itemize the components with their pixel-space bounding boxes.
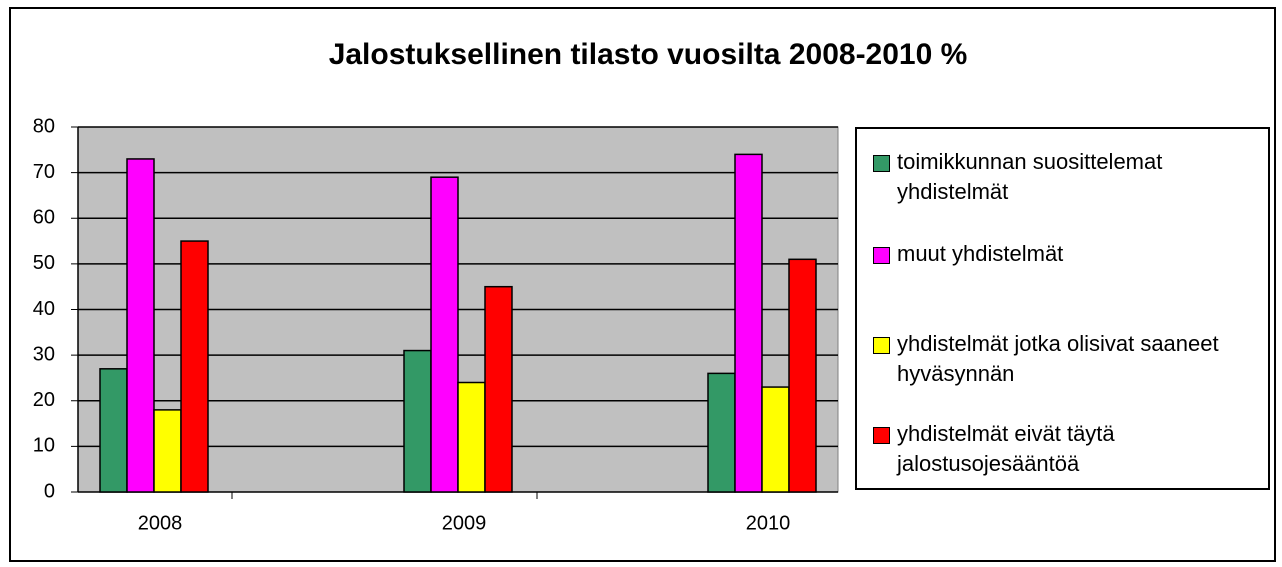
legend-swatch	[873, 155, 890, 172]
bar	[457, 381, 486, 493]
y-tick-label: 10	[33, 435, 55, 457]
legend-swatch	[873, 427, 890, 444]
x-tick-label: 2008	[138, 512, 183, 534]
bar	[707, 372, 736, 493]
chart-border	[9, 7, 1276, 562]
legend: toimikkunnan suosittelemat yhdistelmät mu…	[855, 127, 1270, 490]
y-tick-label: 50	[33, 252, 55, 274]
y-tick-label: 60	[33, 207, 55, 229]
legend-label: toimikkunnan suosittelemat yhdistelmät	[897, 149, 1163, 204]
bar	[99, 368, 128, 493]
bar	[788, 258, 817, 493]
legend-label: yhdistelmät jotka olisivat saaneet hyväs…	[897, 331, 1219, 386]
legend-item: yhdistelmät eivät täytä jalostusojesäänt…	[873, 419, 1277, 479]
bar	[403, 349, 432, 493]
y-tick-label: 40	[33, 298, 55, 320]
legend-swatch	[873, 337, 890, 354]
bar	[430, 176, 459, 493]
bar	[126, 158, 155, 493]
legend-item: yhdistelmät jotka olisivat saaneet hyväs…	[873, 329, 1277, 389]
chart-title: Jalostuksellinen tilasto vuosilta 2008-2…	[329, 38, 968, 71]
legend-item: muut yhdistelmät	[873, 239, 1277, 269]
y-tick-label: 80	[33, 115, 55, 137]
y-tick-label: 0	[44, 480, 55, 502]
legend-label: muut yhdistelmät	[897, 241, 1064, 266]
legend-swatch	[873, 247, 890, 264]
bar	[153, 409, 182, 493]
bar	[484, 285, 513, 493]
y-tick-label: 70	[33, 161, 55, 183]
x-tick-label: 2009	[442, 512, 487, 534]
x-tick-label: 2010	[746, 512, 791, 534]
bar	[734, 153, 763, 493]
y-tick-label: 20	[33, 389, 55, 411]
legend-label: yhdistelmät eivät täytä jalostusojesäänt…	[897, 421, 1115, 476]
bar	[761, 386, 790, 493]
bar	[180, 240, 209, 493]
y-tick-label: 30	[33, 343, 55, 365]
legend-item: toimikkunnan suosittelemat yhdistelmät	[873, 147, 1277, 207]
